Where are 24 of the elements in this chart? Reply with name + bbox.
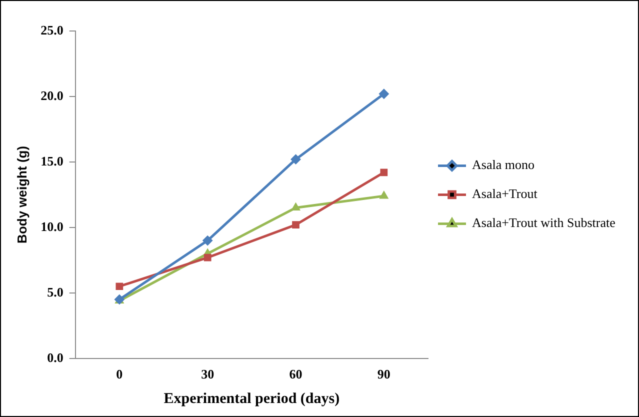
legend-label: Asala+Trout [472,186,538,202]
y-tick-label: 0.0 [47,350,64,365]
x-tick-label: 30 [201,366,214,382]
point [204,254,212,262]
y-tick-label: 15.0 [40,153,64,168]
x-tick-label: 0 [116,366,123,382]
point [378,88,389,99]
point [380,191,388,199]
y-tick-label: 5.0 [47,284,64,300]
legend-label: Asala+Trout with Substrate [472,215,616,230]
point [202,236,213,246]
point [116,282,124,290]
x-axis-title: Experimental period (days) [164,390,340,407]
y-tick-label: 10.0 [40,218,64,234]
x-tick-label: 90 [377,366,390,382]
x-tick-label: 60 [289,366,302,382]
legend-label: Asala mono [472,157,534,172]
y-tick-label: 20.0 [40,88,64,103]
y-axis-title: Body weight (g) [14,146,30,244]
point [290,154,301,164]
point [380,168,388,176]
point [292,221,300,229]
y-tick-label: 25.0 [40,22,64,38]
point [291,202,300,211]
